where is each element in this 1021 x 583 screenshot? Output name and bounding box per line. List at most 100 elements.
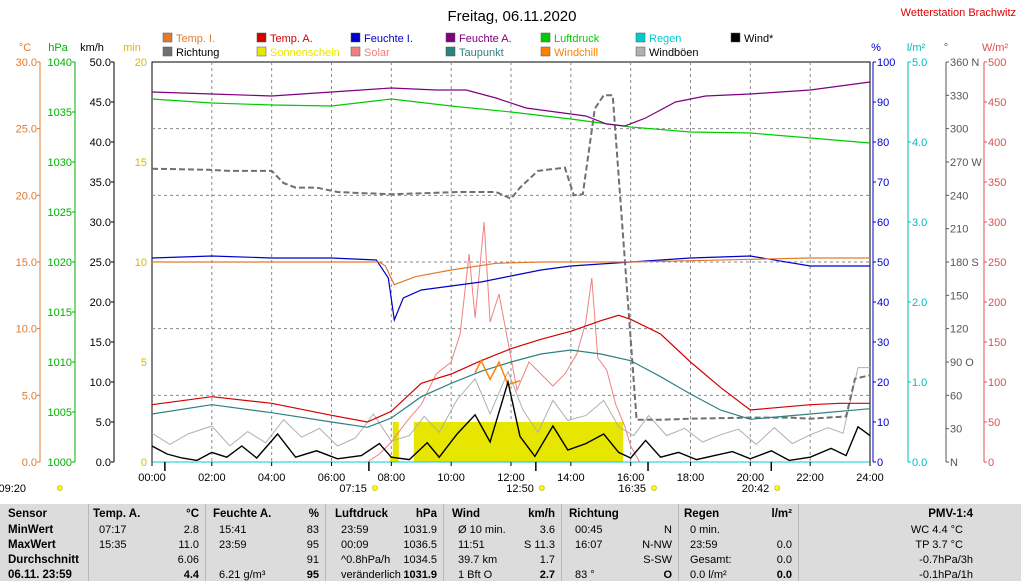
axis-unit: W/m² xyxy=(982,42,1009,54)
x-tick-label: 06:00 xyxy=(318,472,346,484)
rain-axis-label: 2.0 xyxy=(912,297,927,309)
series-wind xyxy=(151,379,871,462)
event-time: 20:42 xyxy=(742,483,770,495)
legend-swatch xyxy=(162,32,173,43)
cell-value: 95 xyxy=(306,539,319,551)
legend-swatch xyxy=(256,46,267,57)
solar-axis-label: 200 xyxy=(988,297,1006,309)
pressure-axis-label: 1035 xyxy=(48,107,72,119)
direction-axis-label: 270 W xyxy=(950,157,982,169)
column-unit: l/m² xyxy=(771,508,792,520)
series-richtung xyxy=(151,94,871,421)
col-richtung: Richtung 00:45 N 16:07 N-NW S-SW 83 ° O xyxy=(569,504,672,581)
column-unit: % xyxy=(308,508,319,520)
wind-axis-label: 50.0 xyxy=(90,57,111,69)
temp-axis-label: 15.0 xyxy=(16,257,37,269)
direction-axis-label: 150 xyxy=(950,290,968,302)
wind-axis-label: 5.0 xyxy=(96,417,111,429)
col-divider xyxy=(443,504,444,581)
row-label-max: MaxWert xyxy=(8,539,56,551)
direction-axis-label: 90 O xyxy=(950,357,974,369)
sun-axis-label: 10 xyxy=(135,257,147,269)
series-windboeen xyxy=(151,367,870,447)
cell-value: 0.0 xyxy=(776,539,792,551)
col-feuchte: Feuchte A.% 15:41 83 23:59 95 91 6.21 g/m³ 95 xyxy=(213,504,319,581)
event-dot xyxy=(651,485,657,491)
cell-value: 4.4 xyxy=(183,569,199,581)
legend-label: Windchill xyxy=(554,47,598,59)
legend-swatch xyxy=(730,32,741,43)
solar-axis-label: 450 xyxy=(988,97,1006,109)
col-wind: Wind km/h Ø 10 min. 3.6 11:51 S 11.3 39.7 km 1.… xyxy=(452,504,555,581)
solar-axis-label: 100 xyxy=(988,377,1006,389)
legend-label: Windböen xyxy=(649,47,699,59)
direction-axis-label: 120 xyxy=(950,324,968,336)
column-header: Wind xyxy=(452,508,480,520)
x-tick-label: 22:00 xyxy=(796,472,824,484)
cell-value: 2.8 xyxy=(183,524,199,536)
solar-axis-label: 250 xyxy=(988,257,1006,269)
cell-value: 11.0 xyxy=(178,539,199,551)
legend-swatch xyxy=(540,46,551,57)
temp-axis-label: 30.0 xyxy=(16,57,37,69)
cell-value: 6.06 xyxy=(177,554,199,566)
humidity-axis-label: 40 xyxy=(877,297,889,309)
legend-label: Regen xyxy=(649,33,681,45)
legend-label: Solar xyxy=(364,47,390,59)
cell-label: 00:45 xyxy=(575,524,603,536)
sun-axis-label: 5 xyxy=(141,357,147,369)
pressure-axis-label: 1025 xyxy=(48,207,72,219)
pressure-axis-label: 1005 xyxy=(48,407,72,419)
row-label-current: 06.11. 23:59 xyxy=(8,569,72,581)
wind-axis-label: 30.0 xyxy=(90,217,111,229)
rain-axis-label: 0.0 xyxy=(912,457,927,469)
cell-label: 0 min. xyxy=(690,524,720,536)
legend-swatch xyxy=(445,46,456,57)
rain-axis-label: 4.0 xyxy=(912,137,927,149)
col-divider xyxy=(88,504,89,581)
humidity-axis-label: 20 xyxy=(877,377,889,389)
cell-label: 11:51 xyxy=(458,539,485,551)
solar-axis-label: 50 xyxy=(988,417,1000,429)
legend-label: Temp. A. xyxy=(270,33,313,45)
series-windchill xyxy=(474,359,521,386)
sun-axis-label: 15 xyxy=(135,157,147,169)
x-tick-label: 04:00 xyxy=(258,472,286,484)
legend-label: Feuchte A. xyxy=(459,33,512,45)
event-dot xyxy=(539,485,545,491)
series-taupunkt xyxy=(151,349,871,428)
event-dot xyxy=(57,485,63,491)
col-divider xyxy=(561,504,562,581)
axis-unit: % xyxy=(871,42,881,54)
x-tick-label: 14:00 xyxy=(557,472,585,484)
temp-axis-label: 20.0 xyxy=(16,190,37,202)
cell-label: 15:41 xyxy=(219,524,247,536)
cell-label: 16:07 xyxy=(575,539,603,551)
cell-value: N xyxy=(664,524,672,536)
pmv-value: -0.1hPa/1h xyxy=(919,569,973,581)
series-temp-i xyxy=(152,257,870,286)
temp-axis-label: 0.0 xyxy=(22,457,37,469)
cell-label: ^0.8hPa/h xyxy=(341,554,391,566)
solar-axis-label: 300 xyxy=(988,217,1006,229)
column-unit: °C xyxy=(186,508,199,520)
cell-value: S 11.3 xyxy=(524,539,555,551)
solar-axis-label: 400 xyxy=(988,137,1006,149)
wind-axis-label: 20.0 xyxy=(90,297,111,309)
pressure-axis-label: 1010 xyxy=(48,357,72,369)
cell-value: 2.7 xyxy=(539,569,555,581)
pressure-axis-label: 1015 xyxy=(48,307,72,319)
legend-label: Richtung xyxy=(176,47,219,59)
cell-label: 1 Bft O xyxy=(458,569,493,581)
event-time: 12:50 xyxy=(506,483,534,495)
wind-axis-label: 45.0 xyxy=(90,97,111,109)
cell-value xyxy=(684,523,792,538)
row-label-avg: Durchschnitt xyxy=(8,554,79,566)
col-temp: Temp. A. °C 07:17 2.8 15:35 11.0 6.06 4.4 xyxy=(93,504,199,581)
temp-axis-label: 10.0 xyxy=(16,324,37,336)
cell-value: 83 xyxy=(306,524,319,536)
cell-value: 1036.5 xyxy=(403,539,437,551)
wind-axis-label: 25.0 xyxy=(90,257,111,269)
solar-axis-label: 150 xyxy=(988,337,1006,349)
series-temp-a xyxy=(151,314,870,423)
